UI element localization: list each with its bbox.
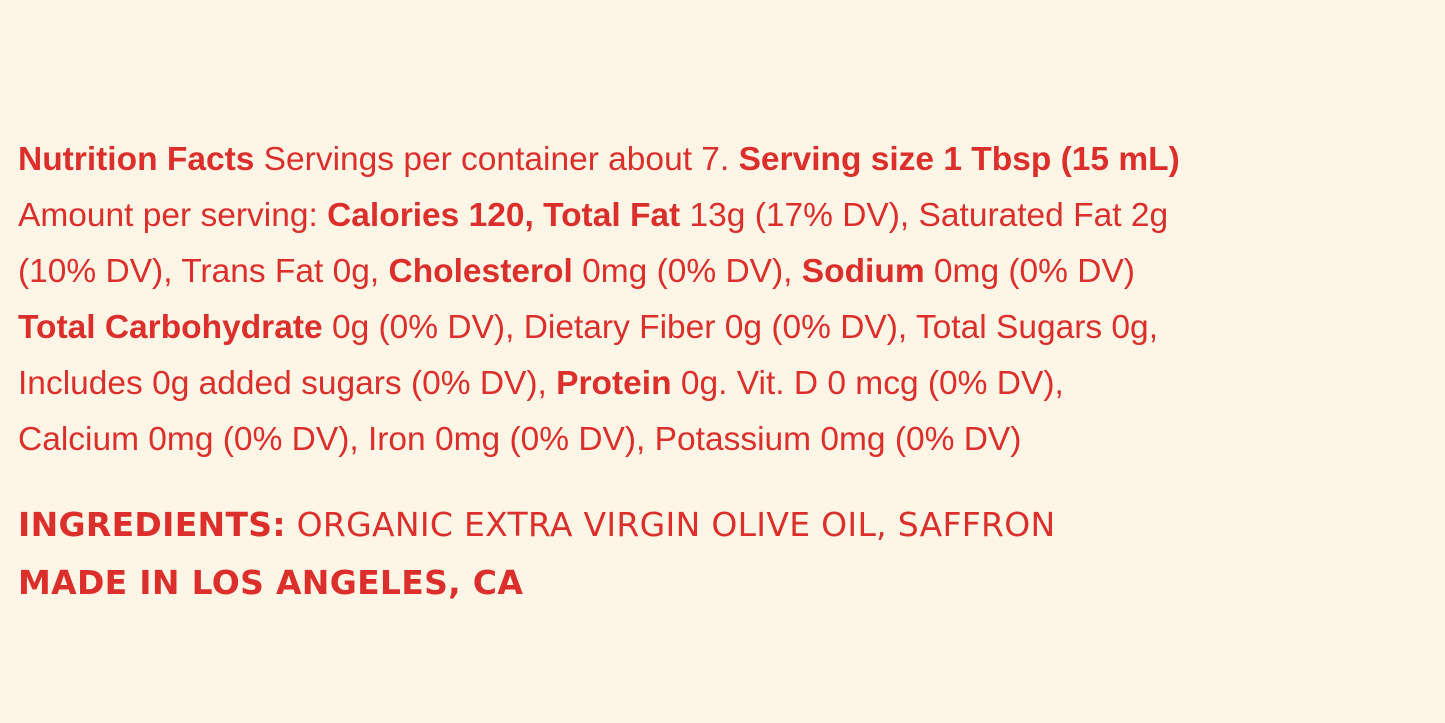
- nutrient-bold-text: Total Carbohydrate: [18, 309, 323, 346]
- nutrition-line: Nutrition Facts Servings per container a…: [18, 132, 1180, 188]
- nutrition-line: Calcium 0mg (0% DV), Iron 0mg (0% DV), P…: [18, 412, 1180, 468]
- nutrient-bold-text: Protein: [556, 365, 672, 402]
- nutrient-text: 13g (17% DV), Saturated Fat 2g: [680, 197, 1169, 234]
- origin-text: MADE IN LOS ANGELES, CA: [18, 563, 524, 602]
- nutrient-bold-text: Cholesterol: [388, 253, 573, 290]
- nutrition-facts-text: Nutrition Facts Servings per container a…: [18, 132, 1180, 468]
- nutrition-line: Includes 0g added sugars (0% DV), Protei…: [18, 356, 1180, 412]
- nutrient-text: Amount per serving:: [18, 197, 328, 234]
- ingredients-value: ORGANIC EXTRA VIRGIN OLIVE OIL, SAFFRON: [285, 505, 1056, 544]
- nutrition-line: Amount per serving: Calories 120, Total …: [18, 188, 1180, 244]
- nutrient-bold-text: Nutrition Facts: [18, 141, 255, 178]
- nutrient-bold-text: Sodium: [801, 253, 925, 290]
- nutrient-text: Includes 0g added sugars (0% DV),: [18, 365, 557, 402]
- nutrition-line: Total Carbohydrate 0g (0% DV), Dietary F…: [18, 300, 1180, 356]
- nutrient-bold-text: Serving size 1 Tbsp (15 mL): [738, 141, 1180, 178]
- nutrient-text: 0mg (0% DV): [924, 253, 1135, 290]
- nutrient-text: 0mg (0% DV),: [572, 253, 802, 290]
- nutrient-text: 0g (0% DV), Dietary Fiber 0g (0% DV), To…: [322, 309, 1158, 346]
- ingredients-line: INGREDIENTS: ORGANIC EXTRA VIRGIN OLIVE …: [18, 496, 1056, 554]
- nutrient-bold-text: Calories 120, Total Fat: [327, 197, 681, 234]
- ingredients-block: INGREDIENTS: ORGANIC EXTRA VIRGIN OLIVE …: [18, 496, 1056, 612]
- ingredients-label: INGREDIENTS:: [18, 505, 286, 544]
- nutrient-text: 0g. Vit. D 0 mcg (0% DV),: [671, 365, 1064, 402]
- nutrient-text: (10% DV), Trans Fat 0g,: [18, 253, 389, 290]
- nutrient-text: Calcium 0mg (0% DV), Iron 0mg (0% DV), P…: [18, 421, 1022, 458]
- nutrient-text: Servings per container about 7.: [254, 141, 739, 178]
- nutrition-line: (10% DV), Trans Fat 0g, Cholesterol 0mg …: [18, 244, 1180, 300]
